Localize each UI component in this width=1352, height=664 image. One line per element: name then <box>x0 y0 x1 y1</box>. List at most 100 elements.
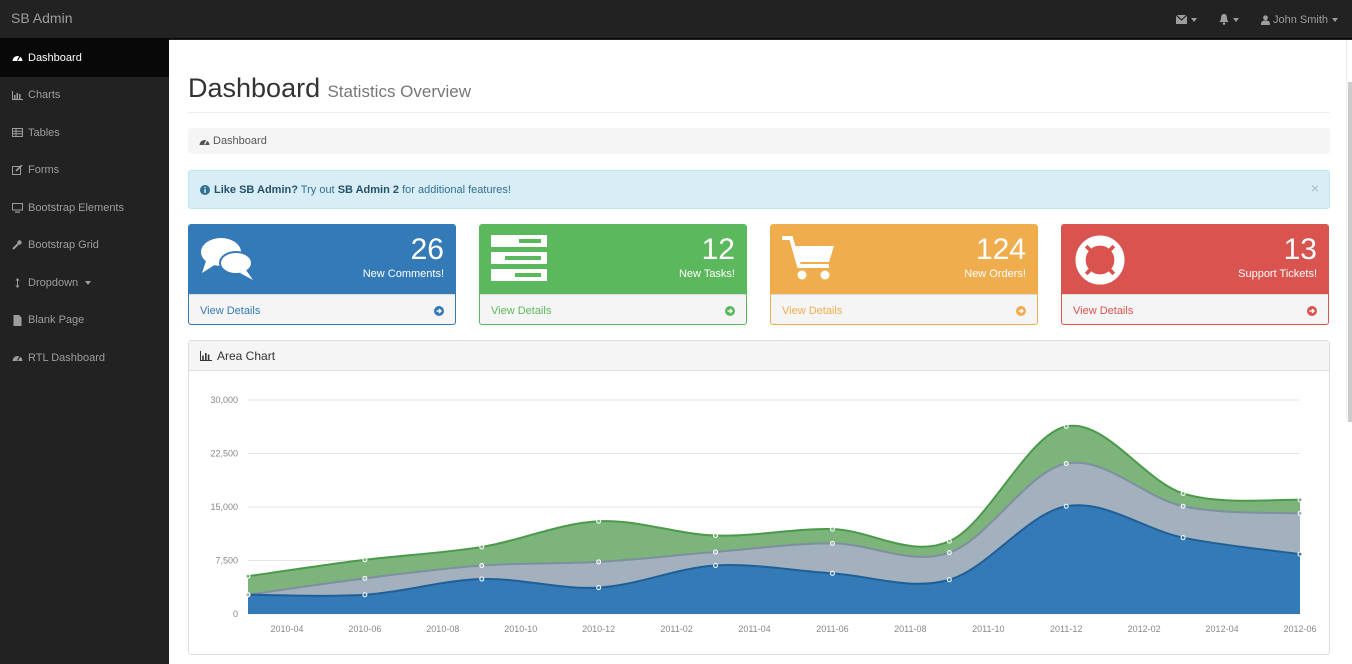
dashboard-icon <box>199 139 210 145</box>
x-tick-label: 2011-04 <box>738 624 770 634</box>
x-tick-label: 2010-12 <box>582 624 615 634</box>
sidebar-item-dashboard[interactable]: Dashboard <box>0 39 169 77</box>
data-point-series-2 <box>829 540 835 546</box>
stat-panel-comments: 26 New Comments! View Details <box>188 224 456 325</box>
stat-value: 12 <box>701 233 735 266</box>
stat-label: New Orders! <box>964 268 1026 280</box>
brand-link[interactable]: SB Admin <box>11 10 73 26</box>
stat-value: 13 <box>1283 233 1317 266</box>
messages-dropdown[interactable] <box>1175 15 1197 24</box>
view-details-label: View Details <box>782 304 843 317</box>
area-series-line-3 <box>247 424 1301 578</box>
sidebar-item-tables[interactable]: Tables <box>0 114 169 152</box>
data-point-series-3 <box>479 544 485 550</box>
data-point-series-1 <box>1297 551 1303 557</box>
alerts-dropdown[interactable] <box>1219 14 1239 25</box>
view-details-label: View Details <box>1073 304 1134 317</box>
info-alert: Like SB Admin? Try out SB Admin 2 for ad… <box>188 170 1330 209</box>
user-name: John Smith <box>1272 13 1328 26</box>
data-point-series-2 <box>946 550 952 556</box>
sidebar-item-bootstrap-elements[interactable]: Bootstrap Elements <box>0 189 169 227</box>
data-point-series-3 <box>362 557 368 563</box>
bar-chart-icon <box>200 350 212 361</box>
breadcrumb-item: Dashboard <box>213 135 267 147</box>
view-details-link[interactable]: View Details <box>1062 294 1328 324</box>
data-point-series-3 <box>946 538 952 544</box>
sidebar-item-label: Tables <box>28 126 60 139</box>
stat-value: 124 <box>975 233 1026 266</box>
x-tick-label: 2011-08 <box>894 624 926 634</box>
data-point-series-1 <box>1180 535 1186 541</box>
alert-text: for additional features! <box>399 183 511 196</box>
sidebar-item-label: Blank Page <box>28 314 85 327</box>
stat-panel-heading: 13 Support Tickets! <box>1062 225 1328 294</box>
sidebar-item-label: RTL Dashboard <box>28 351 106 364</box>
stat-panel-tasks: 12 New Tasks! View Details <box>479 224 747 325</box>
sidebar-item-label: Forms <box>28 164 60 177</box>
data-point-series-2 <box>1063 460 1069 466</box>
arrow-circle-right-icon <box>1307 305 1317 316</box>
x-tick-label: 2011-02 <box>660 624 692 634</box>
wrench-icon <box>12 240 22 250</box>
stat-label: New Tasks! <box>678 268 735 280</box>
data-point-series-1 <box>1063 503 1069 509</box>
view-details-link[interactable]: View Details <box>771 294 1037 324</box>
life-ring-icon <box>1075 235 1125 285</box>
data-point-series-3 <box>829 526 835 532</box>
data-point-series-1 <box>946 577 952 583</box>
view-details-link[interactable]: View Details <box>480 294 746 324</box>
edit-icon <box>12 165 23 176</box>
stat-value: 26 <box>410 233 444 266</box>
stat-panel-heading: 26 New Comments! <box>189 225 455 294</box>
main-content: Dashboard Statistics Overview Dashboard … <box>169 40 1352 664</box>
sidebar-item-dropdown[interactable]: Dropdown <box>0 264 169 302</box>
sidebar-item-label: Dashboard <box>28 51 82 64</box>
view-details-link[interactable]: View Details <box>189 294 455 324</box>
x-tick-label: 2010-10 <box>504 624 537 634</box>
arrows-v-icon <box>15 277 20 288</box>
sidebar-item-label: Bootstrap Elements <box>28 201 124 214</box>
y-tick-label: 0 <box>233 609 238 619</box>
sidebar-item-bootstrap-grid[interactable]: Bootstrap Grid <box>0 227 169 265</box>
data-point-series-3 <box>596 518 602 524</box>
desktop-icon <box>12 202 23 213</box>
sidebar-item-label: Dropdown <box>28 276 79 289</box>
top-navbar: SB Admin John Smith <box>0 0 1352 39</box>
area-chart: 30,000 22,500 15,000 7,500 0 2010-04 2010-06 20… <box>210 395 1316 634</box>
data-point-series-3 <box>245 573 251 579</box>
info-circle-icon <box>200 184 210 195</box>
y-tick-label: 30,000 <box>210 395 238 405</box>
data-point-series-1 <box>829 570 835 576</box>
table-icon <box>12 128 23 138</box>
scrollbar-thumb[interactable] <box>1348 82 1352 422</box>
bar-chart-icon <box>12 90 23 100</box>
x-tick-label: 2011-06 <box>816 624 848 634</box>
arrow-circle-right-icon <box>725 305 735 316</box>
data-point-series-3 <box>1180 490 1186 496</box>
data-point-series-2 <box>362 575 368 581</box>
scrollbar[interactable] <box>1346 40 1352 422</box>
area-chart-panel: Area Chart 30,000 22,500 15,000 7,500 0 2010-… <box>188 340 1330 655</box>
stat-label: Support Tickets! <box>1238 268 1317 280</box>
y-tick-label: 15,000 <box>210 502 238 512</box>
sidebar-item-charts[interactable]: Charts <box>0 77 169 115</box>
data-point-series-1 <box>479 576 485 582</box>
chart-panel-heading: Area Chart <box>189 341 1329 371</box>
x-tick-label: 2010-04 <box>270 624 303 634</box>
data-point-series-3 <box>1297 497 1303 503</box>
x-tick-label: 2012-04 <box>1206 624 1239 634</box>
sidebar-item-forms[interactable]: Forms <box>0 152 169 190</box>
stat-panel-tickets: 13 Support Tickets! View Details <box>1061 224 1329 325</box>
chart-panel-title: Area Chart <box>217 348 276 363</box>
sidebar-item-blank-page[interactable]: Blank Page <box>0 302 169 340</box>
user-dropdown[interactable]: John Smith <box>1260 13 1338 26</box>
sb-admin-2-link[interactable]: SB Admin 2 <box>337 183 400 196</box>
area-series-line-2 <box>247 461 1301 596</box>
close-icon[interactable]: × <box>1310 180 1319 196</box>
stat-panel-heading: 12 New Tasks! <box>480 225 746 294</box>
data-point-series-3 <box>713 533 719 539</box>
sidebar-item-rtl-dashboard[interactable]: RTL Dashboard <box>0 339 169 377</box>
sidebar: Dashboard Charts Tables Forms Bootstrap … <box>0 39 169 664</box>
data-point-series-2 <box>1180 503 1186 509</box>
comments-icon <box>201 238 253 280</box>
